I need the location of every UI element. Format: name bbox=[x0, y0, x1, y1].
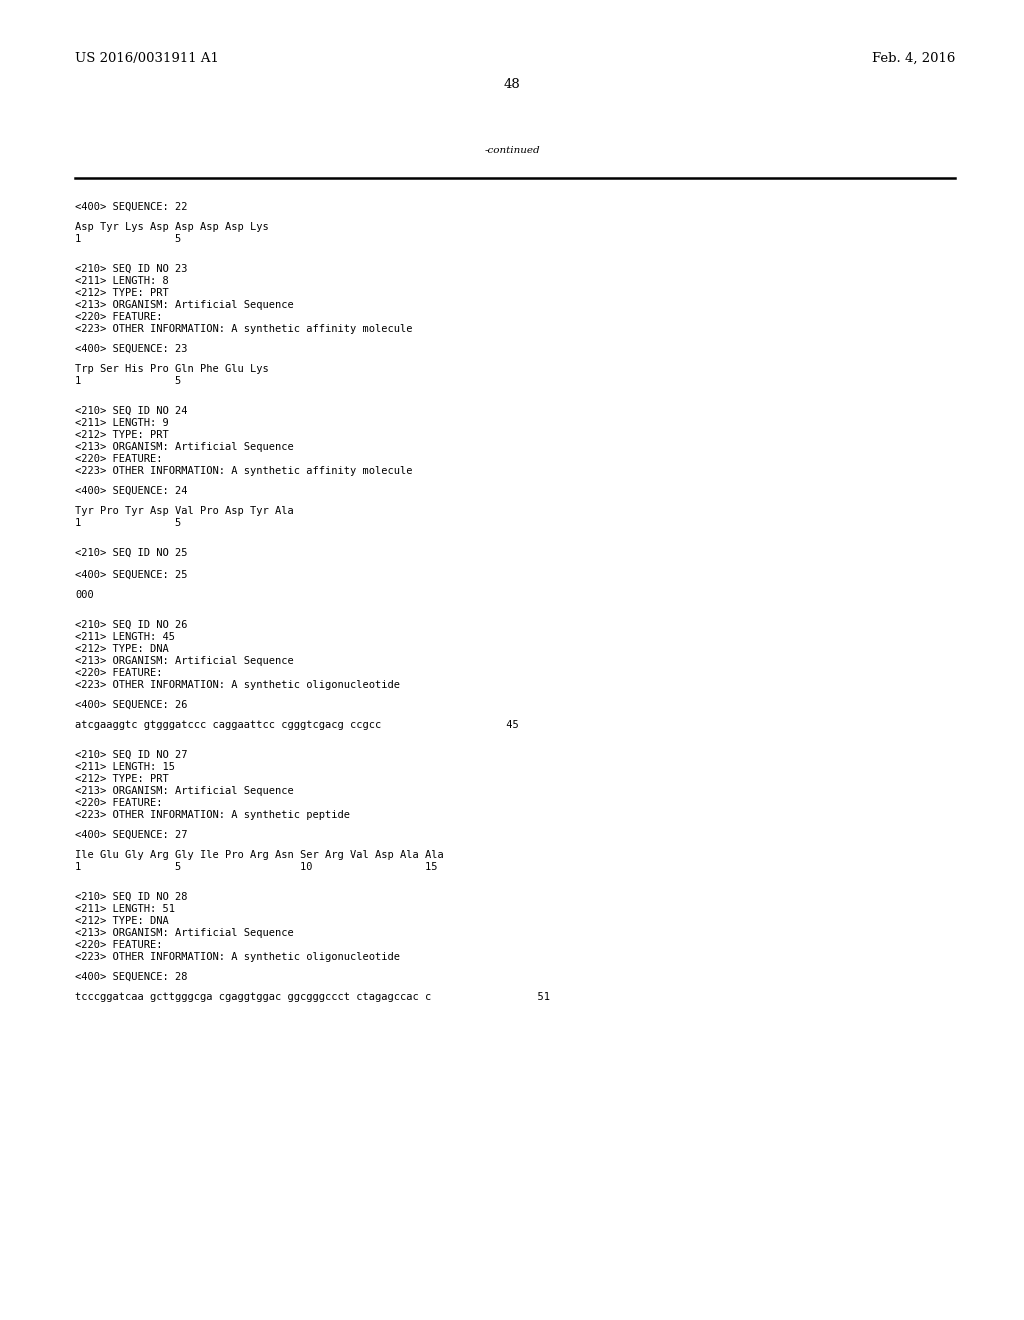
Text: atcgaaggtc gtgggatccc caggaattcc cgggtcgacg ccgcc                    45: atcgaaggtc gtgggatccc caggaattcc cgggtcg… bbox=[75, 719, 519, 730]
Text: <400> SEQUENCE: 23: <400> SEQUENCE: 23 bbox=[75, 345, 187, 354]
Text: <211> LENGTH: 51: <211> LENGTH: 51 bbox=[75, 904, 175, 913]
Text: US 2016/0031911 A1: US 2016/0031911 A1 bbox=[75, 51, 219, 65]
Text: <211> LENGTH: 45: <211> LENGTH: 45 bbox=[75, 632, 175, 642]
Text: <211> LENGTH: 9: <211> LENGTH: 9 bbox=[75, 418, 169, 428]
Text: Trp Ser His Pro Gln Phe Glu Lys: Trp Ser His Pro Gln Phe Glu Lys bbox=[75, 364, 268, 374]
Text: <212> TYPE: PRT: <212> TYPE: PRT bbox=[75, 774, 169, 784]
Text: <213> ORGANISM: Artificial Sequence: <213> ORGANISM: Artificial Sequence bbox=[75, 300, 294, 310]
Text: <210> SEQ ID NO 25: <210> SEQ ID NO 25 bbox=[75, 548, 187, 558]
Text: <213> ORGANISM: Artificial Sequence: <213> ORGANISM: Artificial Sequence bbox=[75, 656, 294, 667]
Text: <400> SEQUENCE: 28: <400> SEQUENCE: 28 bbox=[75, 972, 187, 982]
Text: <223> OTHER INFORMATION: A synthetic oligonucleotide: <223> OTHER INFORMATION: A synthetic oli… bbox=[75, 952, 400, 962]
Text: <223> OTHER INFORMATION: A synthetic affinity molecule: <223> OTHER INFORMATION: A synthetic aff… bbox=[75, 466, 413, 477]
Text: 1               5: 1 5 bbox=[75, 234, 181, 244]
Text: <213> ORGANISM: Artificial Sequence: <213> ORGANISM: Artificial Sequence bbox=[75, 442, 294, 451]
Text: <210> SEQ ID NO 24: <210> SEQ ID NO 24 bbox=[75, 407, 187, 416]
Text: <400> SEQUENCE: 25: <400> SEQUENCE: 25 bbox=[75, 570, 187, 579]
Text: <212> TYPE: DNA: <212> TYPE: DNA bbox=[75, 644, 169, 653]
Text: <220> FEATURE:: <220> FEATURE: bbox=[75, 668, 163, 678]
Text: 000: 000 bbox=[75, 590, 94, 601]
Text: <211> LENGTH: 8: <211> LENGTH: 8 bbox=[75, 276, 169, 286]
Text: <210> SEQ ID NO 28: <210> SEQ ID NO 28 bbox=[75, 892, 187, 902]
Text: <213> ORGANISM: Artificial Sequence: <213> ORGANISM: Artificial Sequence bbox=[75, 785, 294, 796]
Text: <210> SEQ ID NO 23: <210> SEQ ID NO 23 bbox=[75, 264, 187, 275]
Text: <212> TYPE: PRT: <212> TYPE: PRT bbox=[75, 430, 169, 440]
Text: Feb. 4, 2016: Feb. 4, 2016 bbox=[871, 51, 955, 65]
Text: tcccggatcaa gcttgggcga cgaggtggac ggcgggccct ctagagccac c                 51: tcccggatcaa gcttgggcga cgaggtggac ggcggg… bbox=[75, 993, 550, 1002]
Text: <212> TYPE: PRT: <212> TYPE: PRT bbox=[75, 288, 169, 298]
Text: <213> ORGANISM: Artificial Sequence: <213> ORGANISM: Artificial Sequence bbox=[75, 928, 294, 939]
Text: <210> SEQ ID NO 26: <210> SEQ ID NO 26 bbox=[75, 620, 187, 630]
Text: 1               5: 1 5 bbox=[75, 517, 181, 528]
Text: -continued: -continued bbox=[484, 147, 540, 154]
Text: <223> OTHER INFORMATION: A synthetic oligonucleotide: <223> OTHER INFORMATION: A synthetic oli… bbox=[75, 680, 400, 690]
Text: Ile Glu Gly Arg Gly Ile Pro Arg Asn Ser Arg Val Asp Ala Ala: Ile Glu Gly Arg Gly Ile Pro Arg Asn Ser … bbox=[75, 850, 443, 861]
Text: <400> SEQUENCE: 24: <400> SEQUENCE: 24 bbox=[75, 486, 187, 496]
Text: 48: 48 bbox=[504, 78, 520, 91]
Text: <220> FEATURE:: <220> FEATURE: bbox=[75, 454, 163, 465]
Text: <400> SEQUENCE: 26: <400> SEQUENCE: 26 bbox=[75, 700, 187, 710]
Text: 1               5                   10                  15: 1 5 10 15 bbox=[75, 862, 437, 873]
Text: Asp Tyr Lys Asp Asp Asp Asp Lys: Asp Tyr Lys Asp Asp Asp Asp Lys bbox=[75, 222, 268, 232]
Text: <223> OTHER INFORMATION: A synthetic peptide: <223> OTHER INFORMATION: A synthetic pep… bbox=[75, 810, 350, 820]
Text: <210> SEQ ID NO 27: <210> SEQ ID NO 27 bbox=[75, 750, 187, 760]
Text: Tyr Pro Tyr Asp Val Pro Asp Tyr Ala: Tyr Pro Tyr Asp Val Pro Asp Tyr Ala bbox=[75, 506, 294, 516]
Text: <212> TYPE: DNA: <212> TYPE: DNA bbox=[75, 916, 169, 927]
Text: <211> LENGTH: 15: <211> LENGTH: 15 bbox=[75, 762, 175, 772]
Text: <220> FEATURE:: <220> FEATURE: bbox=[75, 799, 163, 808]
Text: <400> SEQUENCE: 27: <400> SEQUENCE: 27 bbox=[75, 830, 187, 840]
Text: <400> SEQUENCE: 22: <400> SEQUENCE: 22 bbox=[75, 202, 187, 213]
Text: 1               5: 1 5 bbox=[75, 376, 181, 385]
Text: <223> OTHER INFORMATION: A synthetic affinity molecule: <223> OTHER INFORMATION: A synthetic aff… bbox=[75, 323, 413, 334]
Text: <220> FEATURE:: <220> FEATURE: bbox=[75, 312, 163, 322]
Text: <220> FEATURE:: <220> FEATURE: bbox=[75, 940, 163, 950]
